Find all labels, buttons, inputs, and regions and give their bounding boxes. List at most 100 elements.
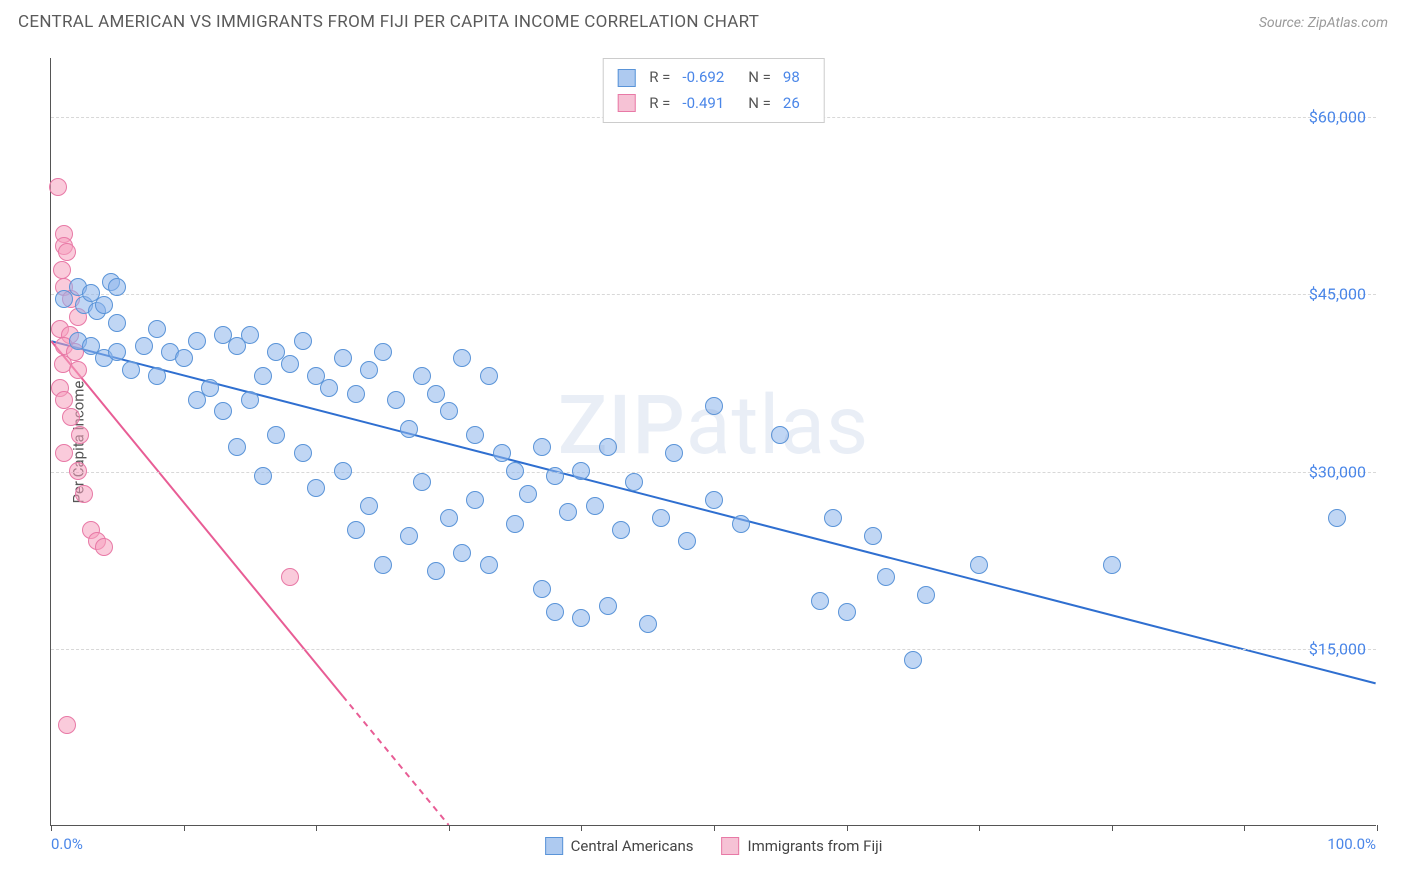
source-attribution: Source: ZipAtlas.com: [1259, 15, 1388, 31]
data-point-blue: [612, 521, 630, 539]
data-point-blue: [1328, 509, 1346, 527]
data-point-blue: [572, 609, 590, 627]
x-tick: [714, 825, 715, 831]
data-point-blue: [360, 361, 378, 379]
data-point-blue: [599, 597, 617, 615]
data-point-blue: [824, 509, 842, 527]
swatch-blue-icon: [545, 837, 563, 855]
data-point-blue: [917, 586, 935, 604]
data-point-blue: [95, 296, 113, 314]
data-point-blue: [466, 426, 484, 444]
chart-title: CENTRAL AMERICAN VS IMMIGRANTS FROM FIJI…: [18, 12, 759, 32]
y-tick-label: $60,000: [1309, 108, 1366, 127]
data-point-blue: [108, 343, 126, 361]
x-tick: [1244, 825, 1245, 831]
data-point-blue: [493, 444, 511, 462]
data-point-blue: [241, 391, 259, 409]
x-tick: [51, 825, 52, 831]
data-point-blue: [453, 349, 471, 367]
y-tick-label: $30,000: [1309, 462, 1366, 481]
x-tick: [316, 825, 317, 831]
data-point-blue: [347, 385, 365, 403]
data-point-pink: [62, 408, 80, 426]
data-point-blue: [480, 367, 498, 385]
data-point-blue: [506, 515, 524, 533]
data-point-blue: [294, 444, 312, 462]
data-point-blue: [400, 527, 418, 545]
data-point-blue: [559, 503, 577, 521]
data-point-blue: [877, 568, 895, 586]
swatch-pink: [617, 94, 635, 112]
data-point-blue: [122, 361, 140, 379]
data-point-blue: [440, 402, 458, 420]
data-point-blue: [586, 497, 604, 515]
data-point-pink: [71, 426, 89, 444]
data-point-blue: [175, 349, 193, 367]
data-point-blue: [254, 367, 272, 385]
data-point-blue: [572, 462, 590, 480]
swatch-blue: [617, 69, 635, 87]
watermark: ZIPatlas: [558, 378, 869, 474]
data-point-blue: [678, 532, 696, 550]
data-point-blue: [732, 515, 750, 533]
data-point-blue: [466, 491, 484, 509]
data-point-pink: [55, 444, 73, 462]
swatch-pink-icon: [722, 837, 740, 855]
data-point-blue: [440, 509, 458, 527]
data-point-pink: [55, 391, 73, 409]
data-point-blue: [374, 556, 392, 574]
data-point-blue: [214, 402, 232, 420]
data-point-pink: [95, 538, 113, 556]
data-point-blue: [1103, 556, 1121, 574]
data-point-blue: [254, 467, 272, 485]
data-point-blue: [135, 337, 153, 355]
y-tick-label: $45,000: [1309, 285, 1366, 304]
y-tick-label: $15,000: [1309, 639, 1366, 658]
data-point-blue: [864, 527, 882, 545]
data-point-blue: [599, 438, 617, 456]
data-point-blue: [334, 349, 352, 367]
data-point-blue: [108, 314, 126, 332]
data-point-blue: [665, 444, 683, 462]
x-tick: [1377, 825, 1378, 831]
data-point-pink: [69, 361, 87, 379]
legend-item-pink: Immigrants from Fiji: [722, 837, 883, 855]
data-point-pink: [53, 261, 71, 279]
data-point-blue: [413, 473, 431, 491]
x-tick: [581, 825, 582, 831]
data-point-blue: [201, 379, 219, 397]
data-point-blue: [546, 603, 564, 621]
data-point-blue: [970, 556, 988, 574]
data-point-blue: [519, 485, 537, 503]
data-point-blue: [281, 355, 299, 373]
gridline: [51, 649, 1376, 650]
data-point-blue: [427, 562, 445, 580]
data-point-blue: [506, 462, 524, 480]
data-point-blue: [413, 367, 431, 385]
gridline: [51, 472, 1376, 473]
data-point-blue: [480, 556, 498, 574]
data-point-pink: [58, 716, 76, 734]
data-point-blue: [453, 544, 471, 562]
data-point-blue: [148, 320, 166, 338]
data-point-blue: [294, 332, 312, 350]
data-point-blue: [228, 438, 246, 456]
x-tick: [449, 825, 450, 831]
data-point-blue: [374, 343, 392, 361]
data-point-blue: [625, 473, 643, 491]
data-point-blue: [241, 326, 259, 344]
data-point-pink: [69, 462, 87, 480]
trend-lines: [51, 58, 1376, 825]
data-point-blue: [652, 509, 670, 527]
x-tick: [847, 825, 848, 831]
legend-item-blue: Central Americans: [545, 837, 694, 855]
data-point-blue: [360, 497, 378, 515]
x-tick: [1112, 825, 1113, 831]
x-axis-min-label: 0.0%: [51, 835, 83, 853]
data-point-blue: [639, 615, 657, 633]
scatter-chart: Per Capita Income ZIPatlas R = -0.692 N …: [50, 58, 1376, 826]
data-point-blue: [387, 391, 405, 409]
x-axis-max-label: 100.0%: [1327, 835, 1376, 853]
data-point-blue: [838, 603, 856, 621]
data-point-blue: [533, 580, 551, 598]
